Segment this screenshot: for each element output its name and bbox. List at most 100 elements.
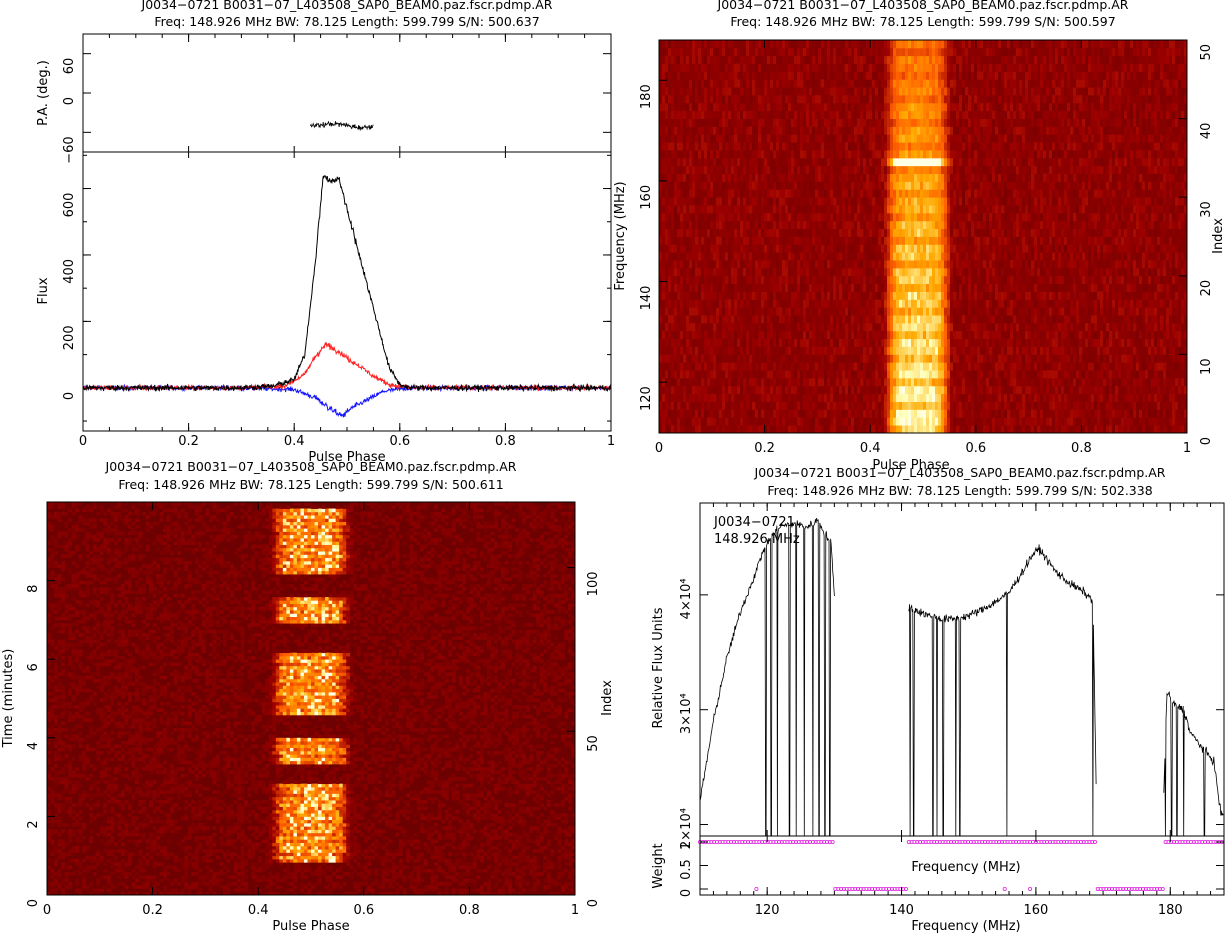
heatmap-cell <box>704 425 708 433</box>
heatmap-cell <box>953 409 957 418</box>
heatmap-cell <box>917 425 921 433</box>
heatmap-cell <box>755 283 759 292</box>
heatmap-cell <box>755 197 759 206</box>
heatmap-cell <box>740 181 744 190</box>
heatmap-cell <box>1097 385 1101 395</box>
heatmap-cell <box>809 417 813 426</box>
heatmap-cell <box>1109 260 1113 269</box>
heatmap-cell <box>824 385 828 395</box>
heatmap-cell <box>671 377 675 387</box>
heatmap-cell <box>746 275 750 285</box>
heatmap-cell <box>1073 338 1077 347</box>
heatmap-cell <box>770 283 774 292</box>
heatmap-cell <box>764 260 768 269</box>
heatmap-cell <box>932 205 936 214</box>
heatmap-cell <box>1160 409 1164 418</box>
heatmap-cell <box>902 236 906 245</box>
heatmap-cell <box>1148 401 1152 410</box>
heatmap-cell <box>824 260 828 269</box>
heatmap-cell <box>1115 346 1119 355</box>
heatmap-cell <box>914 362 918 371</box>
heatmap-cell <box>902 425 906 433</box>
heatmap-cell <box>737 330 741 340</box>
heatmap-cell <box>911 275 915 285</box>
heatmap-cell <box>689 417 693 426</box>
heatmap-cell <box>1136 393 1140 402</box>
heatmap-cell <box>836 322 840 332</box>
heatmap-cell <box>659 362 663 371</box>
heatmap-cell <box>788 370 792 379</box>
heatmap-cell <box>773 330 777 340</box>
heatmap-cell <box>980 267 984 277</box>
heatmap-cell <box>878 377 882 387</box>
heatmap-cell <box>863 401 867 410</box>
heatmap-cell <box>1124 330 1128 340</box>
heatmap-cell <box>1070 212 1074 222</box>
heatmap-cell <box>1181 267 1185 277</box>
heatmap-cell <box>1136 409 1140 418</box>
heatmap-cell <box>662 315 666 324</box>
heatmap-cell <box>698 409 702 418</box>
heatmap-cell <box>827 260 831 269</box>
heatmap-cell <box>1034 417 1038 426</box>
heatmap-cell <box>1073 283 1077 292</box>
heatmap-cell <box>920 291 924 300</box>
heatmap-cell <box>1013 244 1017 253</box>
heatmap-cell <box>1136 244 1140 253</box>
heatmap-cell <box>893 291 897 300</box>
heatmap-cell <box>683 275 687 285</box>
heatmap-cell <box>707 236 711 245</box>
heatmap-cell <box>1022 338 1026 347</box>
heatmap-cell <box>893 252 897 261</box>
heatmap-cell <box>824 417 828 426</box>
heatmap-cell <box>911 283 915 292</box>
heatmap-cell <box>788 252 792 261</box>
heatmap-cell <box>1067 291 1071 300</box>
heatmap-cell <box>1091 393 1095 402</box>
heatmap-cell <box>839 252 843 261</box>
heatmap-cell <box>788 189 792 198</box>
heatmap-cell <box>1028 315 1032 324</box>
heatmap-cell <box>1007 236 1011 245</box>
heatmap-cell <box>782 299 786 308</box>
heatmap-cell <box>1079 244 1083 253</box>
heatmap-cell <box>851 220 855 230</box>
heatmap-cell <box>890 205 894 214</box>
heatmap-cell <box>725 377 729 387</box>
heatmap-cell <box>896 322 900 332</box>
profile-x-tick-label: 0.8 <box>495 434 516 449</box>
heatmap-cell <box>1046 322 1050 332</box>
heatmap-cell <box>1121 252 1125 261</box>
heatmap-cell <box>845 220 849 230</box>
heatmap-cell <box>1178 220 1182 230</box>
heatmap-cell <box>956 409 960 418</box>
heatmap-cell <box>1139 370 1143 379</box>
heatmap-cell <box>785 260 789 269</box>
heatmap-cell <box>935 417 939 426</box>
heatmap-cell <box>701 291 705 300</box>
heatmap-cell <box>782 417 786 426</box>
heatmap-cell <box>830 315 834 324</box>
heatmap-cell <box>968 362 972 371</box>
heatmap-cell <box>758 409 762 418</box>
heatmap-cell <box>998 362 1002 371</box>
heatmap-cell <box>890 338 894 347</box>
heatmap-cell <box>1148 228 1152 237</box>
heatmap-cell <box>905 393 909 402</box>
heatmap-cell <box>1013 322 1017 332</box>
heatmap-cell <box>923 346 927 355</box>
heatmap-cell <box>1055 330 1059 340</box>
heatmap-cell <box>677 401 681 410</box>
heatmap-cell <box>1049 220 1053 230</box>
heatmap-cell <box>854 377 858 387</box>
heatmap-cell <box>968 346 972 355</box>
heatmap-cell <box>923 409 927 418</box>
heatmap-cell <box>923 275 927 285</box>
heatmap-cell <box>1127 205 1131 214</box>
heatmap-cell <box>1025 252 1029 261</box>
heatmap-cell <box>1088 267 1092 277</box>
heatmap-cell <box>677 425 681 433</box>
heatmap-cell <box>680 228 684 237</box>
heatmap-cell <box>1091 181 1095 190</box>
heatmap-cell <box>1007 409 1011 418</box>
